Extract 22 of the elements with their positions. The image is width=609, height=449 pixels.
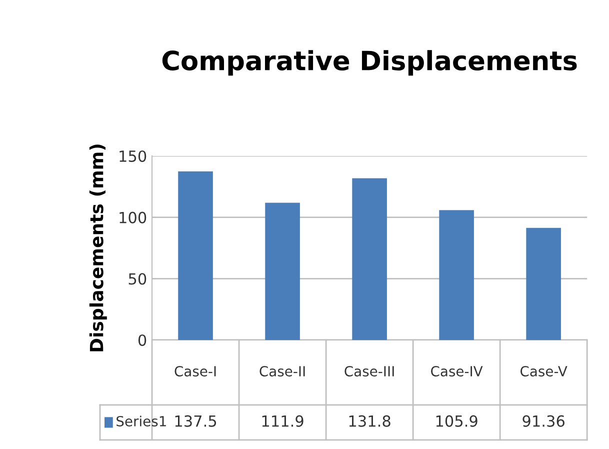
y-tick-label: 150 [120,150,146,162]
legend-label: Series1 [116,416,166,426]
y-axis-title: Displacements (mm) [89,144,107,352]
data-label: 105.9 [436,415,478,427]
x-tick-label: Case-II [260,366,305,376]
chart-title: Comparative Displacements [162,50,577,76]
x-tick-label: Case-IV [431,366,483,376]
bar [526,228,561,340]
y-tick-label: 50 [128,273,146,285]
data-label: 91.36 [522,415,564,427]
x-tick-label: Case-V [520,366,568,376]
data-label: 111.9 [262,415,304,427]
data-label: 137.5 [175,415,216,427]
y-tick-label: 0 [138,334,146,346]
x-tick-label: Case-I [174,366,216,376]
bar [439,210,474,340]
bar [352,178,387,340]
bar [178,171,213,340]
data-label: 131.8 [349,415,390,427]
x-tick-label: Case-III [344,366,394,376]
bar [265,202,300,340]
y-tick-label: 100 [120,212,146,224]
